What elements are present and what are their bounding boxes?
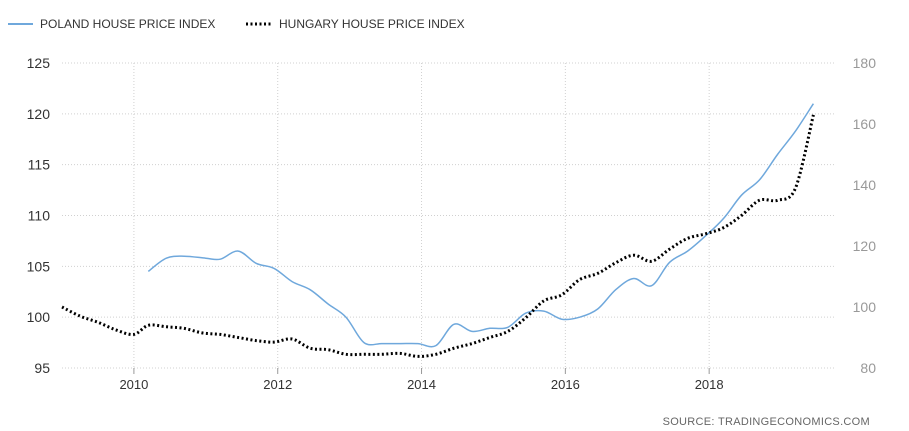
y-right-tick-label: 140 [853,177,877,193]
y-left-tick-label: 100 [27,309,51,325]
y-left-tick-label: 105 [27,258,51,274]
y-left-tick-label: 125 [27,55,51,71]
series-lines [61,103,815,358]
x-tick-label: 2014 [407,377,436,392]
y-right-tick-label: 100 [853,299,877,315]
y-left-tick-label: 95 [34,360,50,376]
legend-label-poland: POLAND HOUSE PRICE INDEX [40,17,215,31]
series-line-hungary [61,114,815,358]
gridlines [62,62,835,374]
y-right-tick-label: 120 [853,238,877,254]
x-tick-label: 2010 [119,377,148,392]
y-left-tick-label: 120 [27,106,51,122]
x-tick-label: 2012 [263,377,292,392]
series-line-poland [147,103,815,348]
source-label: SOURCE: TRADINGECONOMICS.COM [663,416,870,428]
y-left-tick-label: 115 [28,157,51,173]
y-axis-left: 95 100 105 110 115 120 125 [27,55,51,376]
y-right-tick-label: 180 [853,55,877,71]
y-right-tick-label: 80 [860,360,876,376]
legend: POLAND HOUSE PRICE INDEX HUNGARY HOUSE P… [8,17,465,31]
y-axis-right: 80 100 120 140 160 180 [853,55,877,376]
x-tick-label: 2016 [551,377,580,392]
legend-label-hungary: HUNGARY HOUSE PRICE INDEX [279,17,465,31]
y-left-tick-label: 110 [28,208,51,224]
x-axis: 2010 2012 2014 2016 2018 [119,377,723,392]
x-tick-label: 2018 [695,377,724,392]
y-right-tick-label: 160 [853,116,877,132]
